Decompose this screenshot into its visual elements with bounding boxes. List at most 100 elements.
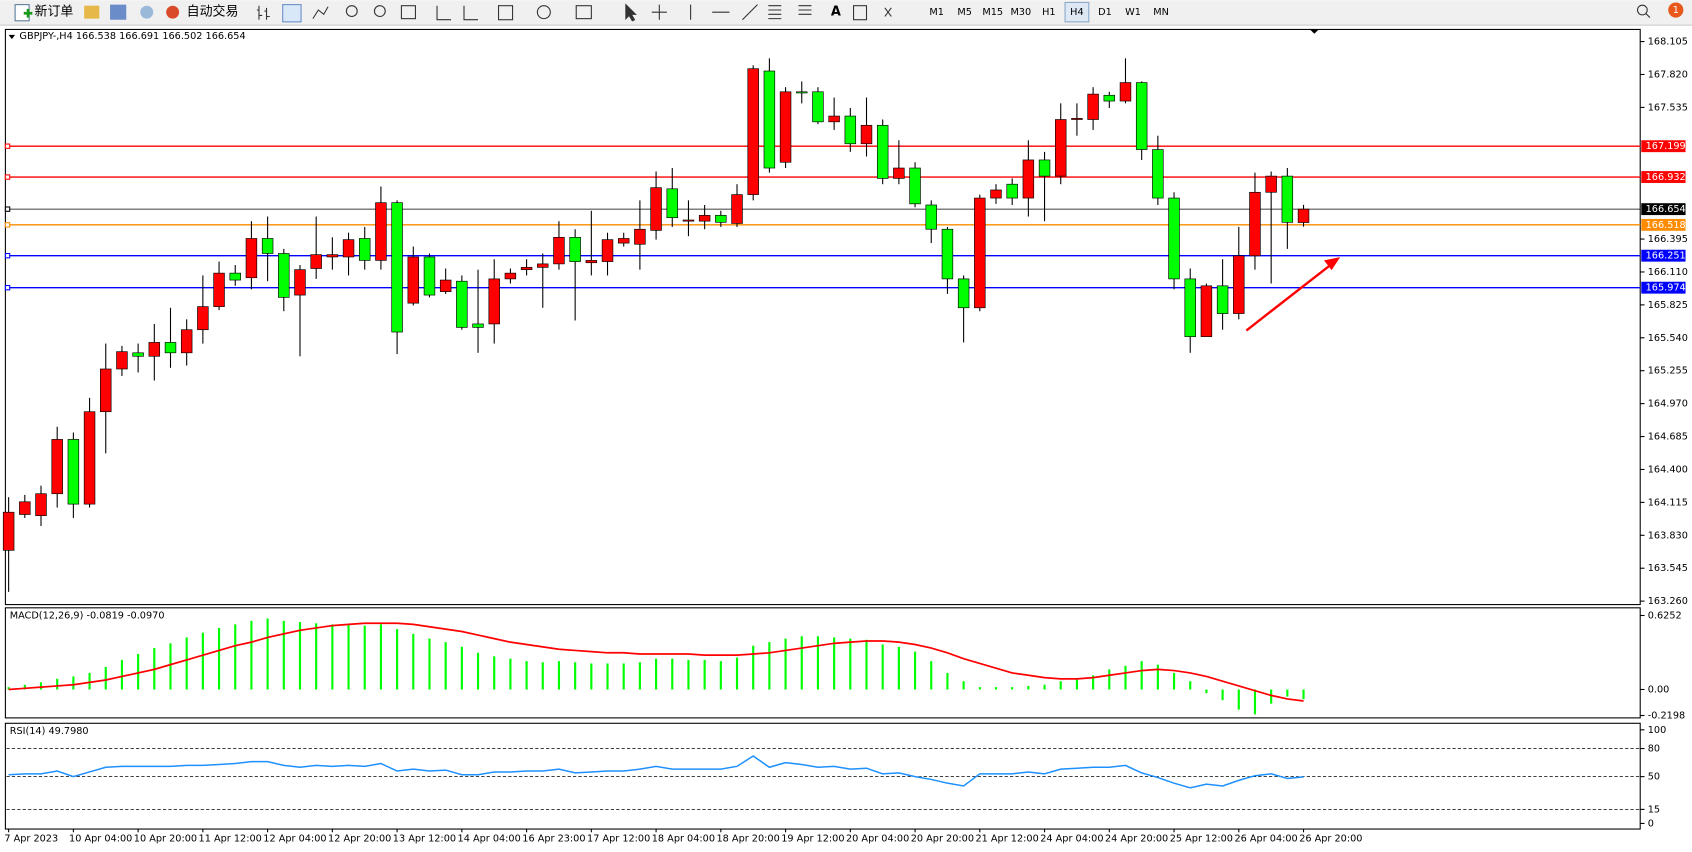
- candle-body: [132, 352, 144, 357]
- y-tick-label: 167.820: [1648, 69, 1688, 80]
- candle-body: [197, 306, 209, 331]
- icon[interactable]: [690, 4, 758, 21]
- timeframe-button[interactable]: H1: [1042, 7, 1055, 18]
- ohlc-value: 166.502: [162, 31, 202, 42]
- timeframes: M1 M5 M15 M30 H1 H4 D1 W1 MN: [929, 1, 1169, 23]
- price-label: 166.518: [1646, 220, 1686, 231]
- icon[interactable]: [400, 5, 416, 20]
- timeframe-button[interactable]: H4: [1070, 7, 1083, 18]
- icon[interactable]: [651, 4, 667, 20]
- level-handle: [4, 252, 11, 259]
- new-order-button[interactable]: 新订单: [14, 4, 73, 22]
- y-tick-label: 164.970: [1648, 399, 1688, 410]
- x-tick-label: 17 Apr 12:00: [587, 834, 650, 845]
- price-label-box: [1641, 249, 1686, 262]
- active-timeframe: [1064, 1, 1090, 23]
- notification-badge[interactable]: [1668, 2, 1684, 18]
- x-tick-label: 13 Apr 12:00: [393, 834, 456, 845]
- icon[interactable]: [768, 5, 782, 20]
- candle-body: [1006, 183, 1018, 199]
- icon[interactable]: [1636, 4, 1648, 16]
- notification-count: 1: [1673, 5, 1679, 16]
- candle-body: [537, 263, 549, 268]
- icon[interactable]: [625, 3, 637, 22]
- timeframe-button[interactable]: W1: [1125, 7, 1141, 18]
- candle-body: [1135, 82, 1148, 150]
- price-label: 166.251: [1646, 251, 1686, 262]
- icon[interactable]: [536, 5, 551, 20]
- y-tick-label: 80: [1648, 744, 1660, 755]
- y-tick-label: -0.2198: [1648, 711, 1685, 722]
- candle-body: [941, 228, 954, 280]
- candle-body: [763, 70, 776, 169]
- candle-body: [909, 167, 921, 205]
- candle-body: [310, 254, 322, 269]
- icon[interactable]: [575, 5, 592, 20]
- candle-body: [876, 124, 889, 179]
- level-handle: [4, 174, 11, 180]
- icon[interactable]: [256, 5, 270, 20]
- candle-body: [326, 254, 339, 258]
- timeframe-button[interactable]: D1: [1098, 7, 1112, 18]
- candle-body: [359, 238, 371, 261]
- candle-body: [423, 256, 436, 296]
- icon[interactable]: [497, 5, 514, 21]
- icon[interactable]: [463, 5, 479, 21]
- icon[interactable]: [853, 5, 868, 21]
- x-tick-label: 11 Apr 12:00: [199, 834, 262, 845]
- candle-body: [1281, 175, 1294, 223]
- candle-body: [456, 280, 468, 328]
- candle-body: [828, 115, 840, 123]
- timeframe-button[interactable]: M1: [929, 7, 944, 18]
- indicator-header: GBPJPY-,H4 166.538 166.691 166.502 166.6…: [19, 31, 245, 42]
- timeframe-button[interactable]: M5: [957, 7, 972, 18]
- auto-trading-button[interactable]: 自动交易: [166, 4, 238, 20]
- icon[interactable]: [84, 5, 100, 19]
- candle-body: [715, 215, 727, 223]
- candle-body: [229, 272, 241, 281]
- x-tick-label: 10 Apr 20:00: [134, 834, 197, 845]
- icon[interactable]: [798, 5, 812, 15]
- candle-body: [925, 204, 937, 230]
- y-tick-label: 165.255: [1648, 366, 1688, 377]
- icon[interactable]: [110, 4, 127, 20]
- timeframe-button[interactable]: M15: [982, 7, 1003, 18]
- macd-panel: [4, 607, 1641, 719]
- icon[interactable]: [436, 5, 452, 21]
- price-label-box: [1641, 218, 1686, 231]
- candle-body: [1071, 118, 1083, 120]
- icon[interactable]: [312, 6, 329, 19]
- icon[interactable]: [140, 5, 154, 19]
- signal-line: [8, 622, 1304, 702]
- y-tick-label: 15: [1648, 804, 1660, 815]
- candle-body: [747, 68, 759, 195]
- x-tick-label: 14 Apr 04:00: [458, 834, 521, 845]
- icon[interactable]: [345, 5, 358, 18]
- y-tick-label: 167.535: [1648, 102, 1688, 113]
- candle-body: [148, 342, 161, 357]
- price-label: 166.932: [1646, 172, 1686, 183]
- candle-body: [893, 167, 905, 179]
- x-tick-label: 18 Apr 20:00: [717, 834, 780, 845]
- icon[interactable]: [373, 5, 386, 18]
- candle-body: [67, 439, 80, 505]
- timeframe-button[interactable]: MN: [1153, 7, 1169, 18]
- auto-trading-label: 自动交易: [187, 4, 239, 20]
- icon[interactable]: [1645, 12, 1651, 18]
- icon[interactable]: [884, 7, 892, 17]
- candle-body: [391, 202, 403, 333]
- y-tick-label: 166.395: [1648, 234, 1688, 245]
- text-tool-icon[interactable]: A: [831, 5, 841, 20]
- x-tick-label: 24 Apr 04:00: [1040, 834, 1103, 845]
- candle-body: [407, 256, 420, 304]
- x-tick-label: 26 Apr 04:00: [1234, 834, 1297, 845]
- icon[interactable]: [282, 4, 302, 23]
- toolbar-icons: [256, 3, 1651, 23]
- candle-body: [1168, 197, 1180, 280]
- indicator-name: MACD(12,26,9): [10, 610, 84, 621]
- level-handle: [4, 143, 11, 149]
- timeframe-button[interactable]: M30: [1010, 7, 1031, 18]
- indicator-header: RSI(14) 49.7980: [10, 726, 89, 737]
- annotation-arrow: [1245, 257, 1341, 332]
